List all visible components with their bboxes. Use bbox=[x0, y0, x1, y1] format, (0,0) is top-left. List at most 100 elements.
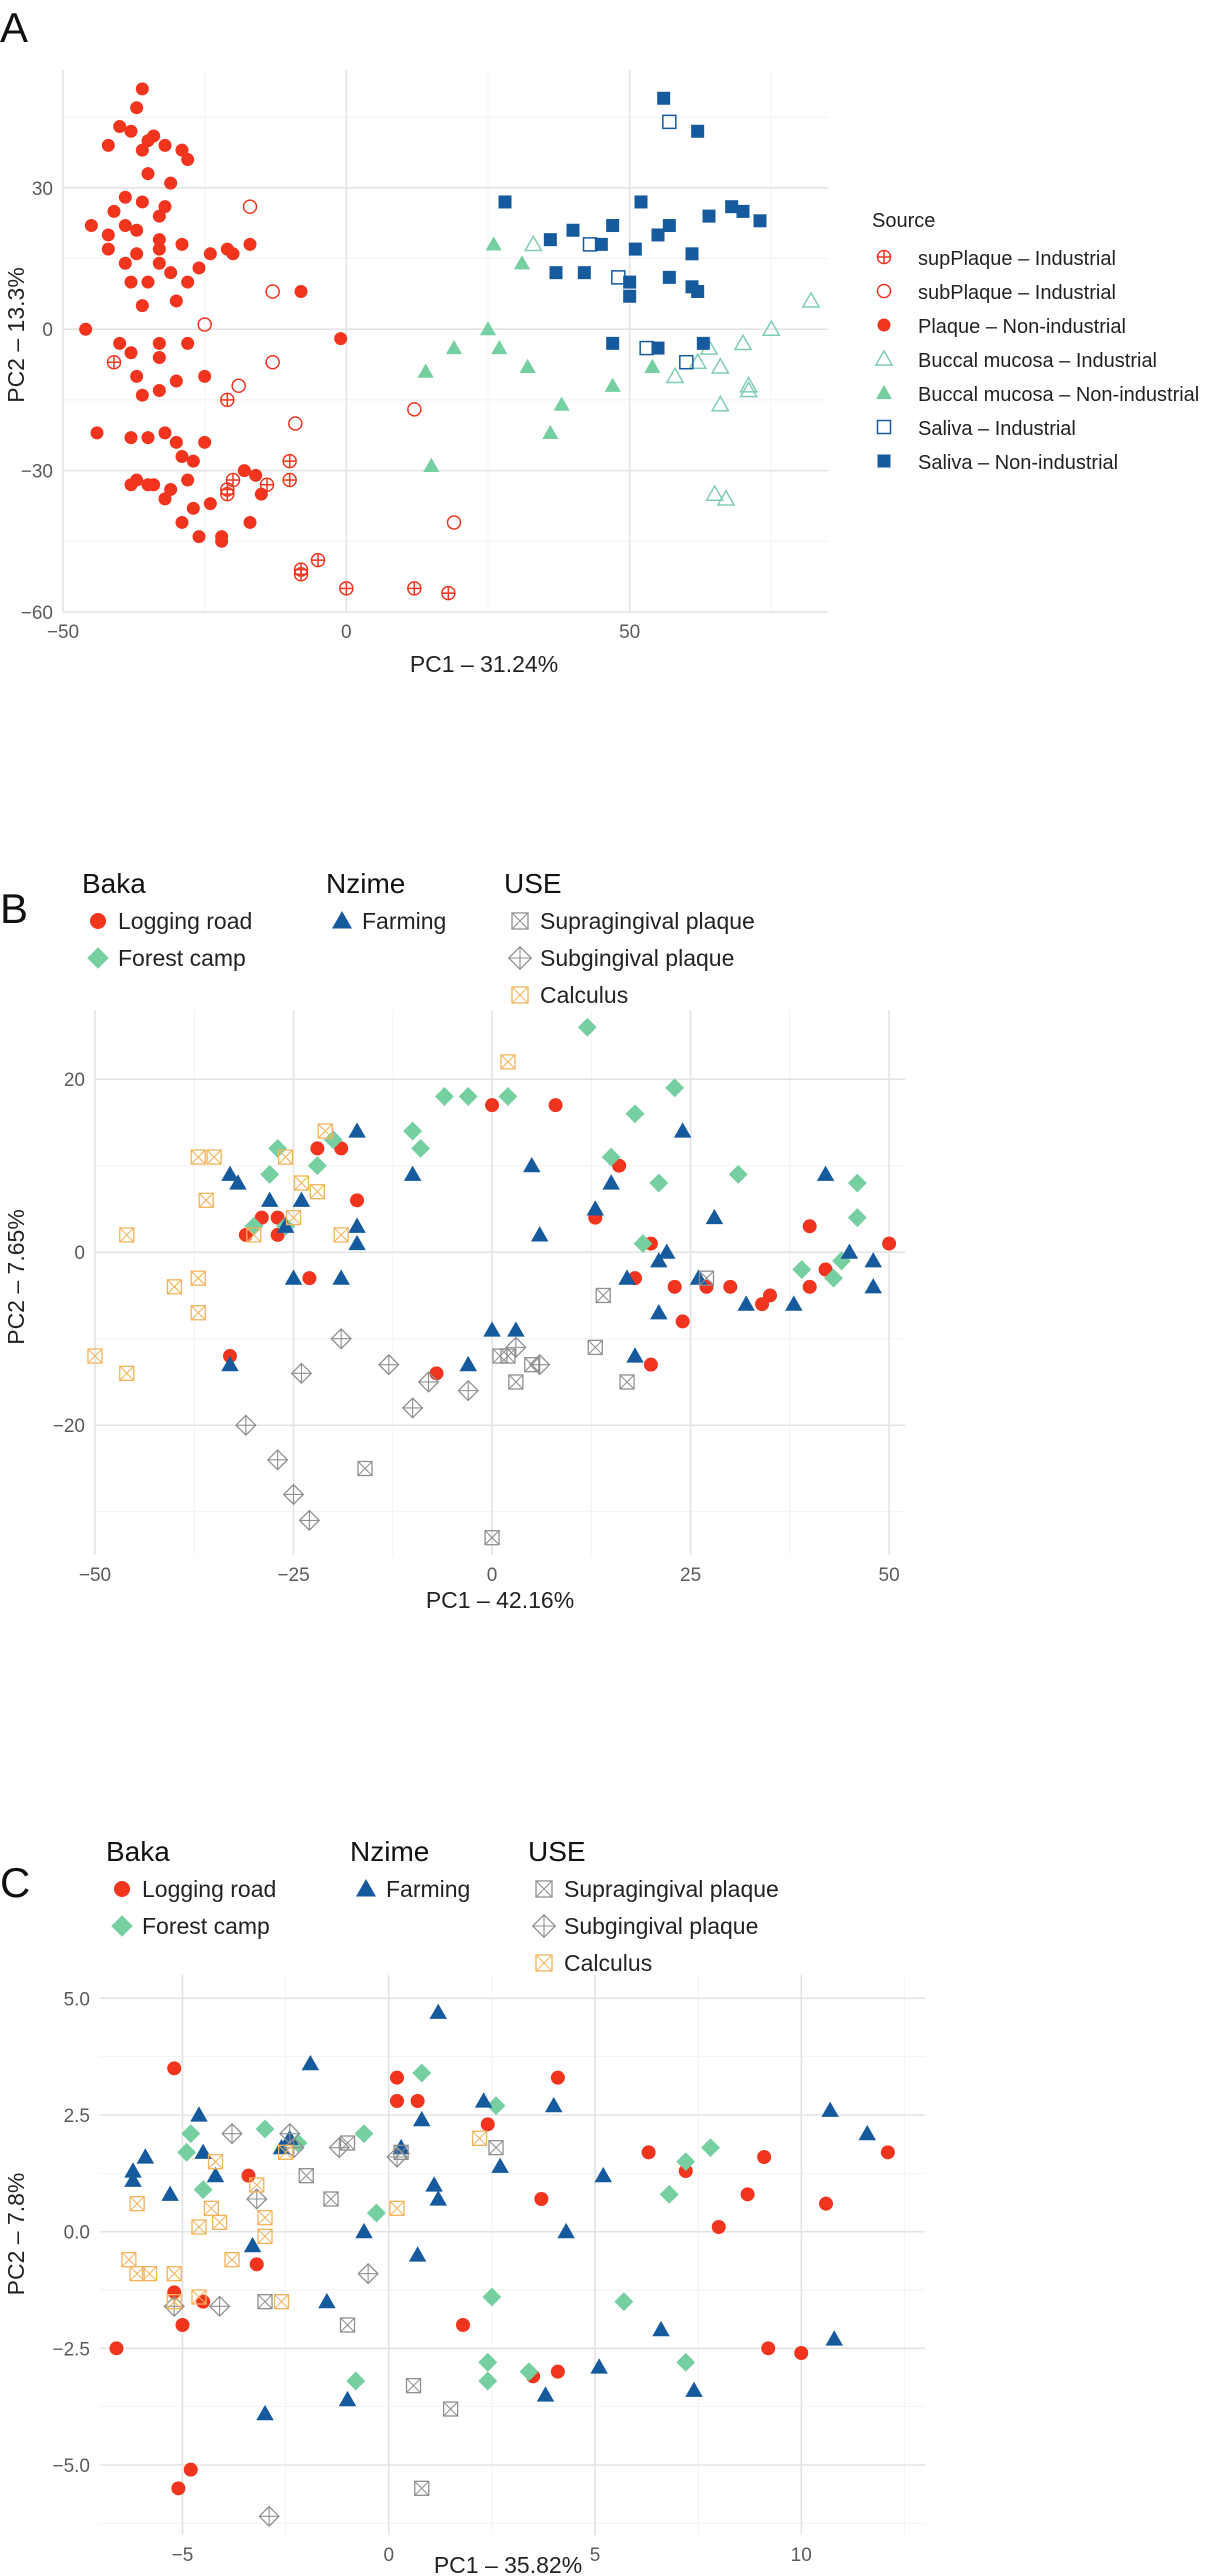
data-point bbox=[130, 223, 144, 237]
data-point bbox=[334, 332, 348, 346]
data-point bbox=[220, 486, 235, 502]
data-point bbox=[513, 255, 531, 270]
data-point bbox=[536, 2386, 555, 2402]
data-point bbox=[135, 299, 149, 313]
data-point bbox=[191, 2219, 207, 2235]
data-point bbox=[309, 1184, 326, 1200]
y-tick-label: 0 bbox=[74, 1243, 85, 1264]
data-point bbox=[147, 478, 161, 492]
panel-c-x-axis-title: PC1 – 35.82% bbox=[434, 2552, 582, 2576]
x-tick-label: 5 bbox=[590, 2545, 601, 2566]
data-point bbox=[207, 2154, 224, 2170]
data-point bbox=[166, 2294, 182, 2310]
data-point bbox=[254, 1210, 269, 1225]
data-point bbox=[135, 195, 149, 209]
data-point bbox=[618, 1269, 636, 1285]
data-point bbox=[528, 1353, 551, 1376]
data-point bbox=[152, 209, 166, 223]
data-point bbox=[124, 478, 138, 492]
data-point bbox=[441, 585, 456, 601]
data-point bbox=[577, 266, 591, 280]
data-point bbox=[175, 449, 189, 463]
data-point bbox=[330, 1328, 352, 1350]
data-point bbox=[737, 1295, 755, 1311]
legend-key-supragingival-plaque bbox=[511, 912, 529, 930]
panel-a-legend: Source supPlaque – Industrial subPlaque –… bbox=[872, 210, 1199, 474]
series-saliva-non-industrial bbox=[498, 91, 767, 355]
data-point bbox=[255, 2119, 275, 2139]
data-point bbox=[181, 473, 195, 487]
data-point bbox=[190, 1305, 206, 1321]
legend-group-title: Nzime bbox=[350, 1836, 429, 1867]
data-point bbox=[290, 1362, 313, 1385]
data-point bbox=[152, 233, 166, 247]
data-point bbox=[357, 1460, 373, 1477]
data-point bbox=[121, 2252, 137, 2268]
data-point bbox=[175, 237, 189, 251]
data-point bbox=[676, 2152, 696, 2172]
data-point bbox=[181, 2124, 201, 2144]
data-point bbox=[548, 1098, 563, 1113]
data-point bbox=[135, 143, 149, 157]
data-point bbox=[557, 2222, 575, 2239]
legend-key-calculus bbox=[535, 1954, 553, 1972]
data-point bbox=[417, 1371, 440, 1393]
data-point bbox=[339, 2317, 356, 2333]
data-point bbox=[119, 1365, 135, 1381]
data-point bbox=[348, 1234, 366, 1251]
x-tick-label: −5 bbox=[172, 2545, 194, 2566]
data-point bbox=[333, 1227, 349, 1243]
data-point bbox=[508, 1374, 524, 1390]
data-point bbox=[175, 515, 189, 529]
data-point bbox=[158, 200, 172, 214]
y-tick-label: 30 bbox=[32, 179, 53, 200]
data-point bbox=[285, 1209, 302, 1226]
data-point bbox=[619, 1374, 635, 1390]
legend-label: Subgingival plaque bbox=[540, 945, 734, 971]
data-point bbox=[523, 1156, 541, 1173]
panel-c-legend: Baka Logging road Forest camp Nzime Farming U… bbox=[106, 1836, 779, 1976]
data-point bbox=[483, 1321, 501, 1337]
legend-label: Plaque – Non-industrial bbox=[918, 316, 1126, 338]
data-point bbox=[243, 2236, 262, 2253]
data-point bbox=[405, 2378, 422, 2394]
data-point bbox=[124, 2162, 142, 2178]
data-point bbox=[243, 515, 257, 529]
data-point bbox=[169, 374, 183, 388]
legend-label: Calculus bbox=[564, 1950, 652, 1976]
data-point bbox=[403, 1165, 422, 1181]
data-point bbox=[101, 228, 115, 242]
data-point bbox=[587, 1339, 603, 1356]
data-point bbox=[847, 1173, 867, 1193]
data-point bbox=[644, 358, 661, 374]
data-point bbox=[166, 1279, 183, 1295]
data-point bbox=[840, 1243, 859, 1259]
data-point bbox=[203, 2200, 220, 2216]
data-point bbox=[129, 2196, 145, 2212]
legend-label: Farming bbox=[362, 908, 446, 934]
legend-key-plaque-non-industrial bbox=[877, 318, 891, 332]
legend-label: Saliva – Industrial bbox=[918, 418, 1076, 440]
data-point bbox=[167, 2061, 182, 2076]
y-tick-label: 20 bbox=[64, 1070, 85, 1091]
data-point bbox=[643, 1357, 658, 1372]
data-point bbox=[685, 2381, 703, 2397]
data-point bbox=[606, 219, 620, 233]
x-tick-label: −50 bbox=[79, 1565, 111, 1586]
data-point bbox=[628, 242, 642, 256]
data-point bbox=[485, 236, 502, 251]
data-point bbox=[164, 482, 178, 496]
data-point bbox=[164, 176, 178, 190]
data-point bbox=[135, 82, 149, 96]
series-supragingival-plaque bbox=[357, 1270, 715, 1546]
data-point bbox=[417, 363, 434, 378]
data-point bbox=[611, 270, 626, 285]
legend-key-subplaque-industrial bbox=[876, 283, 892, 299]
y-tick-label: 0.0 bbox=[64, 2223, 90, 2244]
data-point bbox=[294, 285, 308, 299]
data-point bbox=[676, 2352, 696, 2372]
data-point bbox=[317, 1123, 333, 1139]
panel-c-ticks: −5 0 5 10 −5.0 −2.5 0.0 2.5 5.0 bbox=[52, 1989, 811, 2566]
y-tick-label: −20 bbox=[53, 1416, 85, 1437]
